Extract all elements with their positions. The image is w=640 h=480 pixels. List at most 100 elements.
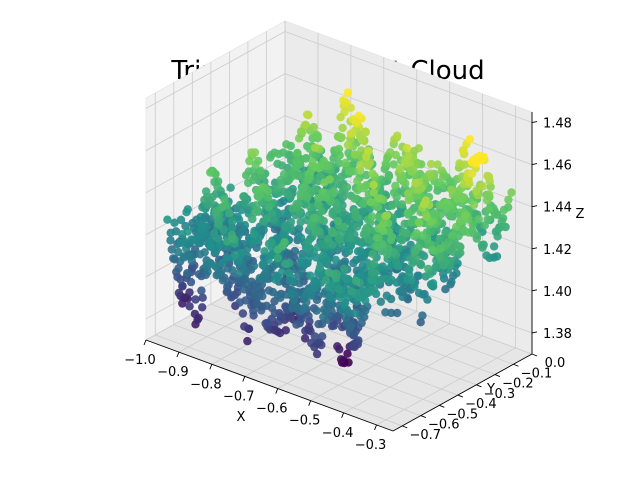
data-point (273, 159, 282, 168)
data-point (226, 183, 235, 192)
data-point (419, 200, 429, 209)
data-point (469, 200, 479, 209)
data-point (213, 182, 222, 192)
data-point (197, 286, 206, 295)
data-point (465, 135, 474, 144)
data-point (401, 228, 411, 238)
data-point (480, 221, 489, 230)
data-point (350, 150, 360, 159)
data-point (381, 308, 390, 317)
data-point (364, 288, 373, 297)
y-axis-line (392, 353, 533, 432)
x-tick-label: −0.9 (157, 365, 189, 380)
data-point (439, 172, 448, 181)
data-point (335, 151, 344, 160)
data-point (244, 178, 253, 188)
data-point (391, 181, 400, 190)
data-point (357, 146, 366, 155)
data-point (349, 258, 358, 268)
data-point (402, 143, 412, 153)
data-point (346, 234, 355, 243)
z-tick-mark (531, 163, 538, 166)
data-point (300, 303, 309, 313)
data-point (296, 258, 305, 267)
data-point (321, 276, 331, 285)
data-point (353, 247, 363, 256)
data-point (323, 234, 333, 244)
data-point (331, 255, 340, 264)
data-point (493, 232, 502, 241)
data-point (417, 260, 426, 270)
data-point (324, 268, 334, 277)
z-tick-mark (531, 205, 538, 208)
data-point (460, 160, 469, 169)
data-point (179, 253, 189, 262)
data-point (397, 236, 407, 245)
data-point (351, 276, 361, 286)
x-tick-label: −0.7 (223, 389, 255, 404)
data-point (339, 192, 348, 202)
data-point (504, 195, 513, 204)
data-point (301, 326, 310, 335)
x-tick-mark (341, 412, 345, 418)
data-point (245, 156, 254, 166)
data-point (362, 152, 371, 161)
data-point (407, 275, 416, 285)
data-point (240, 322, 249, 331)
z-tick-mark (531, 289, 538, 292)
data-point (270, 225, 280, 234)
y-tick-label: −0.6 (428, 418, 460, 433)
data-point (214, 234, 223, 243)
data-point (176, 238, 185, 248)
data-point (263, 186, 273, 195)
data-point (499, 205, 509, 215)
data-point (398, 292, 407, 302)
data-point (289, 295, 299, 305)
z-tick-label: 1.48 (543, 117, 572, 132)
data-point (344, 246, 354, 256)
y-tick-label: 0.0 (545, 356, 566, 371)
data-point (407, 167, 416, 176)
y-tick-label: −0.5 (447, 407, 479, 422)
data-point (296, 191, 306, 201)
data-point (336, 113, 345, 122)
data-point (345, 167, 355, 176)
data-point (166, 228, 175, 237)
data-point (343, 88, 353, 97)
data-point (182, 244, 191, 253)
data-point (348, 342, 357, 351)
data-point (424, 264, 433, 274)
data-point (235, 268, 244, 278)
z-tick-label: 1.40 (543, 285, 572, 300)
data-point (331, 274, 341, 283)
data-point (347, 287, 356, 296)
data-point (465, 179, 474, 188)
data-point (319, 312, 328, 322)
data-point (439, 261, 448, 270)
z-tick-mark (531, 247, 538, 250)
data-point (356, 182, 365, 192)
data-point (435, 200, 445, 210)
point-cloud (163, 88, 516, 368)
data-point (418, 311, 427, 320)
data-point (191, 295, 200, 304)
data-point (311, 227, 321, 236)
data-point (351, 118, 361, 127)
data-point (248, 214, 257, 224)
data-point (400, 219, 409, 228)
data-point (423, 295, 432, 304)
data-point (359, 199, 368, 208)
data-point (393, 131, 402, 140)
data-point (295, 279, 304, 288)
y-tick-label: −0.7 (409, 428, 441, 443)
data-point (304, 175, 314, 184)
data-point (228, 266, 237, 275)
data-point (309, 248, 318, 257)
data-point (392, 192, 401, 201)
data-point (446, 211, 455, 220)
x-tick-label: −0.8 (190, 377, 222, 392)
x-tick-mark (374, 424, 377, 431)
data-point (238, 309, 248, 318)
data-point (353, 293, 363, 302)
data-point (312, 306, 321, 315)
